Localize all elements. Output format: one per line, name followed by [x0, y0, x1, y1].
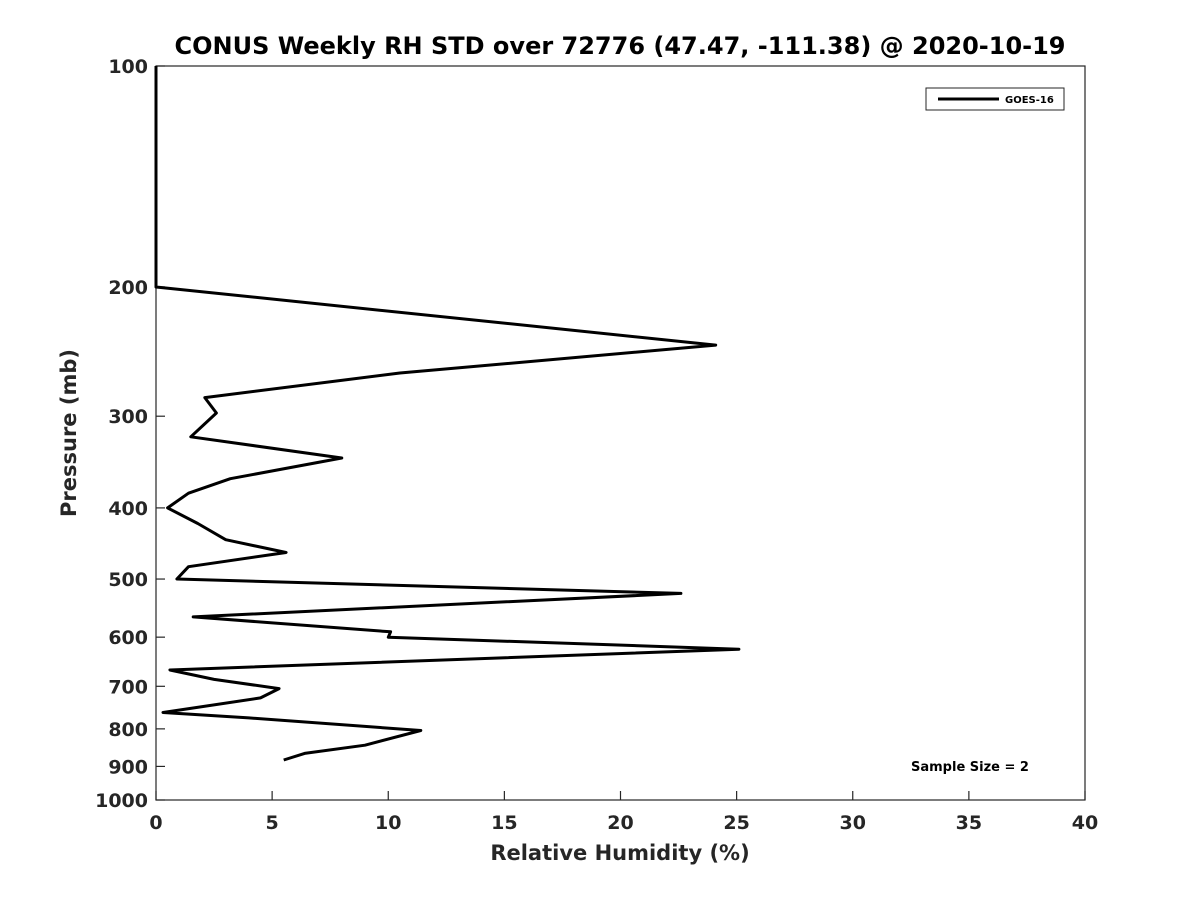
sample-size-annotation: Sample Size = 2: [911, 760, 1029, 775]
plot-frame: [155, 65, 1086, 801]
y-tick-label: 100: [108, 56, 148, 78]
x-axis: 0 5 10 15 20 25 30 35 40: [149, 791, 1098, 834]
y-axis-label: Pressure (mb): [57, 349, 81, 517]
series-line-goes-16: [154, 66, 741, 762]
y-tick-label: 200: [108, 277, 148, 299]
x-tick-label: 5: [266, 812, 279, 834]
y-tick-label: 700: [108, 676, 148, 698]
x-tick-label: 40: [1072, 812, 1098, 834]
y-tick-label: 800: [108, 719, 148, 741]
chart-title: CONUS Weekly RH STD over 72776 (47.47, -…: [174, 32, 1065, 60]
y-axis: 100 200 300 400 500 600 700 800 900 1000: [95, 56, 165, 812]
series-layer: [154, 66, 741, 762]
x-tick-label: 10: [375, 812, 401, 834]
y-tick-label: 500: [108, 569, 148, 591]
x-tick-label: 20: [607, 812, 633, 834]
x-tick-label: 0: [149, 812, 162, 834]
y-tick-label: 900: [108, 756, 148, 778]
y-tick-label: 600: [108, 627, 148, 649]
y-tick-label: 400: [108, 498, 148, 520]
x-axis-label: Relative Humidity (%): [490, 841, 749, 865]
y-tick-label: 1000: [95, 790, 148, 812]
x-tick-label: 35: [956, 812, 982, 834]
legend-label-goes-16: GOES-16: [1005, 95, 1054, 106]
x-tick-label: 25: [723, 812, 749, 834]
legend: GOES-16: [925, 87, 1065, 111]
x-tick-label: 15: [491, 812, 517, 834]
y-tick-label: 300: [108, 406, 148, 428]
plot-area: [155, 65, 1086, 801]
x-tick-label: 30: [840, 812, 866, 834]
